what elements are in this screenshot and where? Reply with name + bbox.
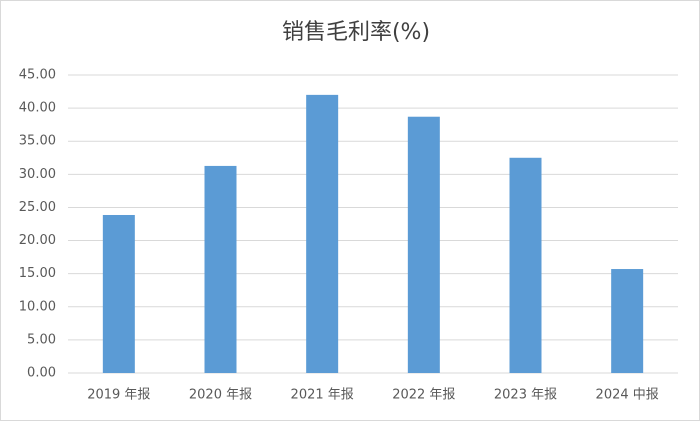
x-tick-label: 2021 年报 xyxy=(291,388,354,403)
y-tick-label: 35.00 xyxy=(19,134,56,149)
bar xyxy=(509,157,542,373)
x-tick-label: 2019 年报 xyxy=(87,388,150,403)
y-tick-label: 0.00 xyxy=(27,366,56,381)
y-tick-label: 10.00 xyxy=(19,299,56,314)
bar xyxy=(204,165,237,373)
chart-title: 销售毛利率(%) xyxy=(282,20,430,45)
y-tick-label: 30.00 xyxy=(19,167,56,182)
y-tick-label: 20.00 xyxy=(19,233,56,248)
x-tick-label: 2024 中报 xyxy=(596,388,659,403)
bar xyxy=(102,214,135,373)
y-tick-label: 40.00 xyxy=(19,101,56,116)
bar xyxy=(611,269,644,373)
y-tick-label: 5.00 xyxy=(27,332,56,347)
x-tick-label: 2020 年报 xyxy=(189,388,252,403)
x-tick-label: 2022 年报 xyxy=(392,388,455,403)
x-tick-label: 2023 年报 xyxy=(494,388,557,403)
bar xyxy=(306,94,339,373)
y-tick-label: 15.00 xyxy=(19,266,56,281)
y-tick-label: 45.00 xyxy=(19,68,56,83)
bar xyxy=(407,116,440,373)
y-tick-label: 25.00 xyxy=(19,200,56,215)
